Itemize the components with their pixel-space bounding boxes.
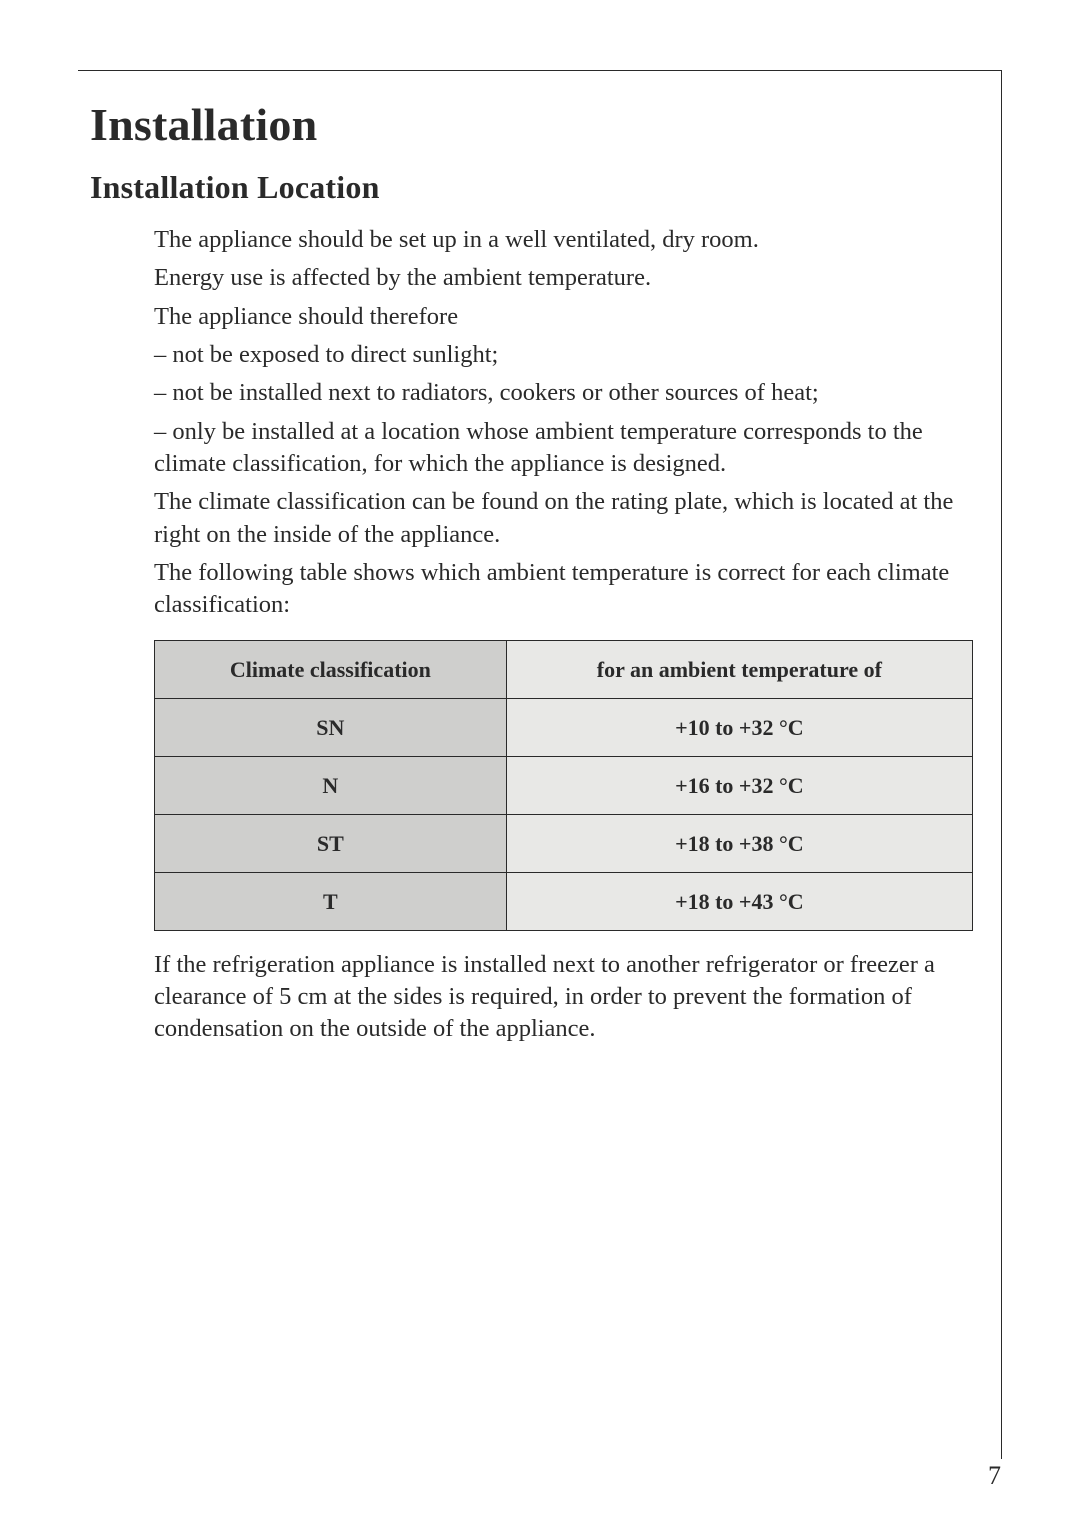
table-cell: +16 to +32 °C: [506, 756, 972, 814]
paragraph: The appliance should therefore: [154, 301, 973, 333]
table-header-cell: for an ambient temperature of: [506, 640, 972, 698]
table-cell: T: [155, 872, 507, 930]
page-number: 7: [988, 1461, 1001, 1491]
table-header-cell: Climate classification: [155, 640, 507, 698]
table-row: ST +18 to +38 °C: [155, 814, 973, 872]
table-cell: SN: [155, 698, 507, 756]
bullet-item: – not be exposed to direct sunlight;: [154, 339, 973, 371]
heading-installation-location: Installation Location: [90, 169, 973, 206]
table-row: N +16 to +32 °C: [155, 756, 973, 814]
table-cell: +18 to +43 °C: [506, 872, 972, 930]
bullet-item: – only be installed at a location whose …: [154, 416, 973, 481]
page-content: Installation Installation Location The a…: [78, 70, 1001, 1046]
paragraph: The climate classification can be found …: [154, 486, 973, 551]
table-cell: N: [155, 756, 507, 814]
page-frame: Installation Installation Location The a…: [78, 70, 1002, 1459]
table-row: SN +10 to +32 °C: [155, 698, 973, 756]
top-rule: [78, 70, 1001, 71]
table-cell: ST: [155, 814, 507, 872]
climate-classification-table: Climate classification for an ambient te…: [154, 640, 973, 931]
body-text-block: The appliance should be set up in a well…: [154, 224, 973, 1046]
bullet-item: – not be installed next to radiators, co…: [154, 377, 973, 409]
table-header-row: Climate classification for an ambient te…: [155, 640, 973, 698]
table-cell: +18 to +38 °C: [506, 814, 972, 872]
table-cell: +10 to +32 °C: [506, 698, 972, 756]
paragraph: The following table shows which ambient …: [154, 557, 973, 622]
paragraph: The appliance should be set up in a well…: [154, 224, 973, 256]
paragraph: Energy use is affected by the ambient te…: [154, 262, 973, 294]
heading-installation: Installation: [90, 98, 973, 151]
paragraph: If the refrigeration appliance is instal…: [154, 949, 973, 1046]
table-row: T +18 to +43 °C: [155, 872, 973, 930]
